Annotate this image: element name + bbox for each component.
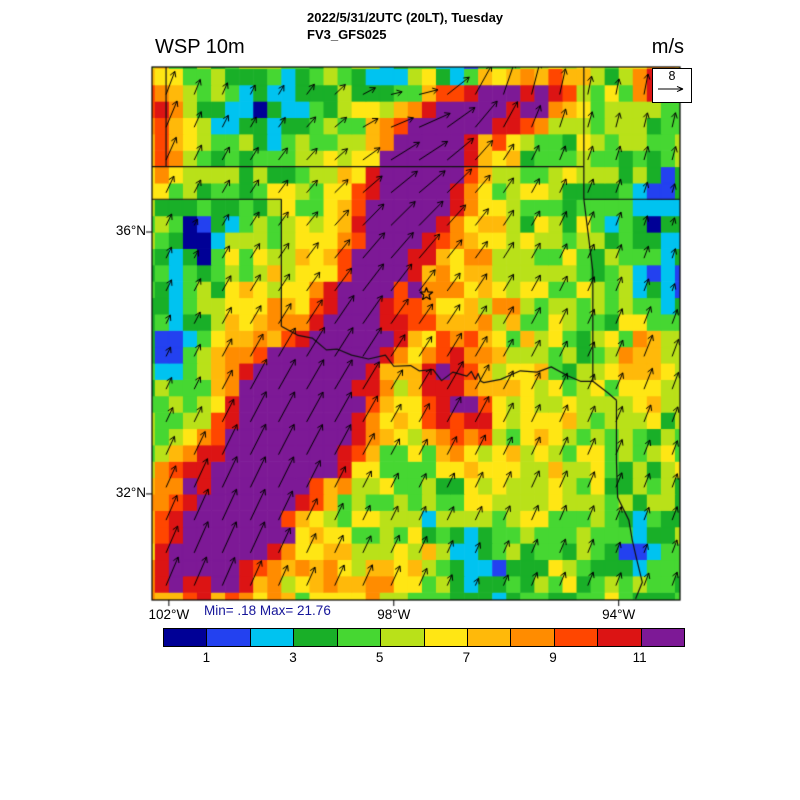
reference-vector-value: 8	[668, 69, 676, 83]
colorbar-segment	[381, 629, 425, 646]
colorbar-tick-label: 1	[202, 650, 211, 665]
lon-tick-label: 102°W	[148, 607, 190, 622]
lon-tick-label: 98°W	[377, 607, 411, 622]
datetime-title: 2022/5/31/2UTC (20LT), Tuesday	[307, 10, 504, 25]
min-max-stats: Min= .18 Max= 21.76	[204, 603, 331, 618]
lat-tick-label: 32°N	[115, 484, 146, 500]
colorbar	[163, 628, 685, 647]
lat-tick-label: 36°N	[115, 223, 146, 238]
colorbar-segment	[424, 629, 468, 646]
colorbar-segment	[250, 629, 295, 646]
colorbar-segment	[164, 629, 208, 646]
colorbar-tick-label: 11	[632, 650, 647, 665]
lon-tick-label: 94°W	[602, 607, 636, 622]
colorbar-segment	[511, 629, 555, 646]
colorbar-tick-label: 9	[549, 650, 557, 665]
colorbar-segment	[467, 629, 512, 646]
colorbar-segment	[207, 629, 251, 646]
colorbar-tick-label: 5	[375, 650, 384, 665]
colorbar-segment	[554, 629, 599, 646]
colorbar-segment	[294, 629, 338, 646]
model-title: FV3_GFS025	[307, 27, 387, 42]
colorbar-tick-label: 3	[289, 650, 297, 665]
reference-vector-box: 8	[652, 68, 692, 103]
colorbar-segment	[337, 629, 382, 646]
units-label: m/s	[651, 36, 684, 58]
colorbar-tick-label: 7	[462, 650, 471, 665]
reference-arrow-icon	[658, 85, 684, 93]
colorbar-segment	[641, 629, 685, 646]
colorbar-segment	[598, 629, 642, 646]
plot-title: WSP 10m	[155, 36, 245, 58]
